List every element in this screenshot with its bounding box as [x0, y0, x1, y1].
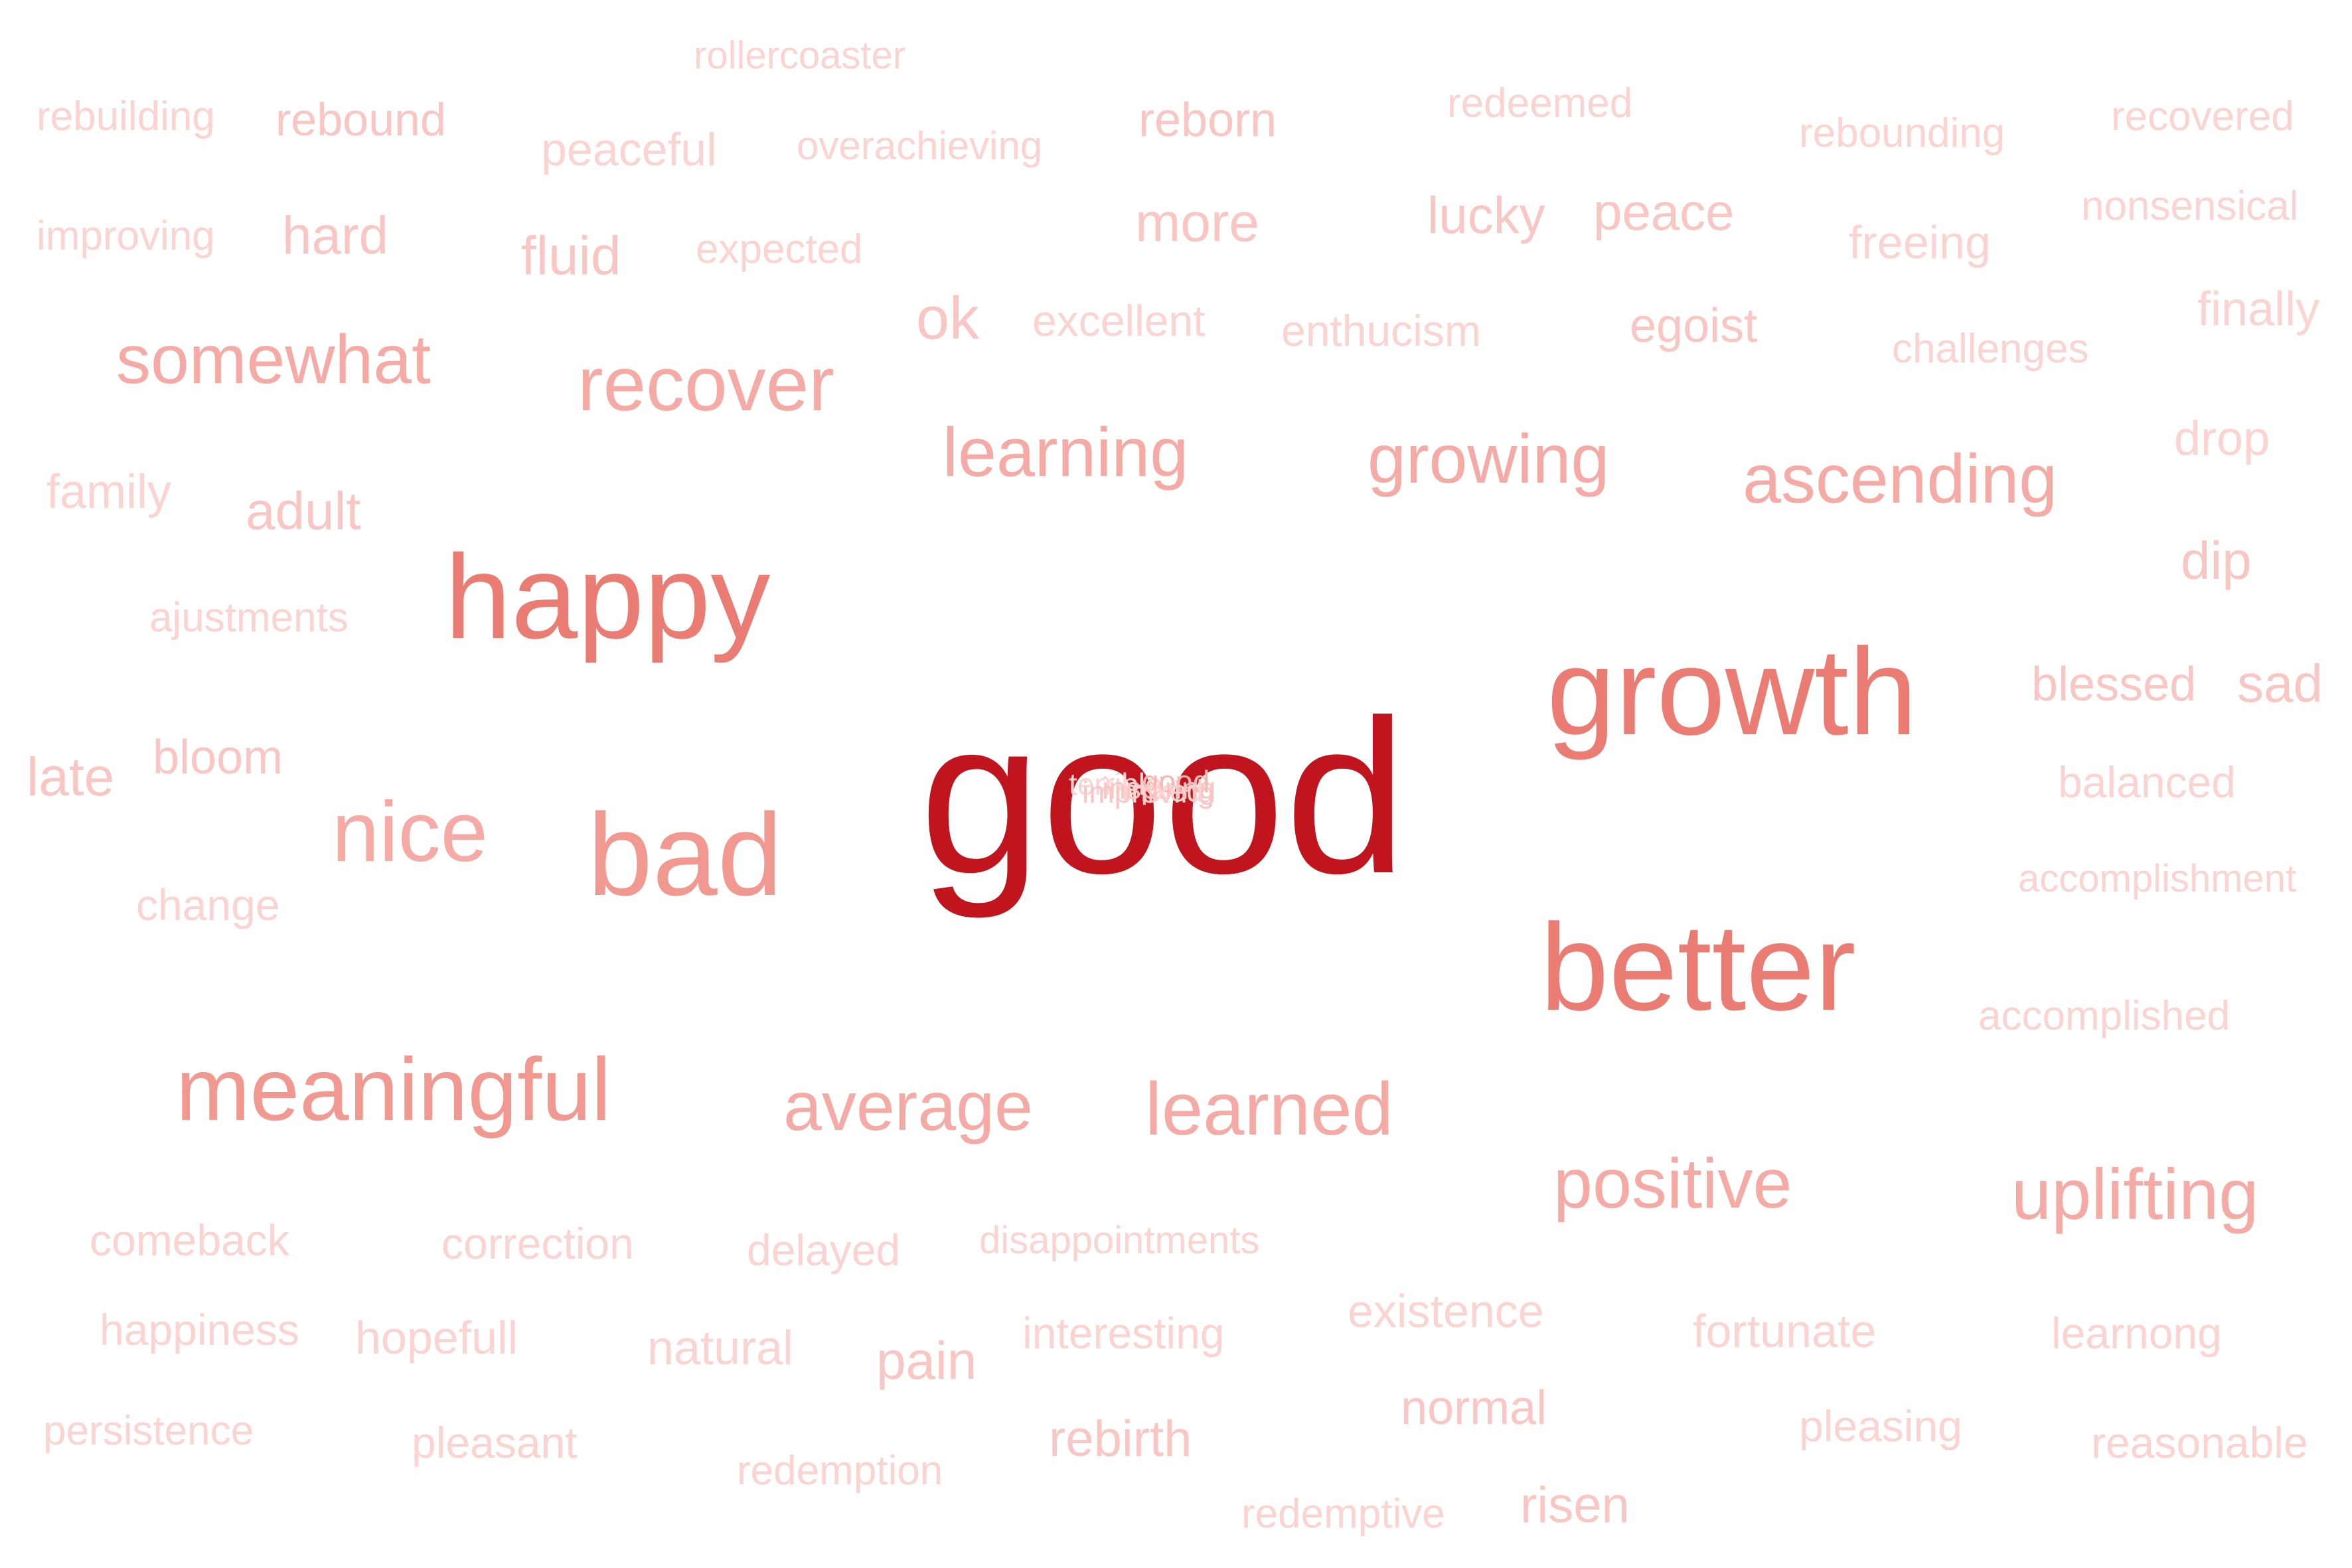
cloud-word-rebuilding: rebuilding	[37, 94, 215, 139]
cloud-word-happiness: happiness	[100, 1305, 299, 1354]
cloud-word-natural: natural	[647, 1322, 794, 1375]
cloud-word-normal: normal	[1401, 1381, 1547, 1435]
cloud-word-positive: positive	[1553, 1144, 1792, 1223]
cloud-word-recover: recover	[578, 341, 834, 427]
cloud-word-excellent: excellent	[1032, 296, 1206, 345]
cloud-word-ok: ok	[916, 285, 980, 352]
cloud-word-ascending: ascending	[1743, 441, 2058, 518]
cloud-word-reasonable: reasonable	[2091, 1418, 2308, 1467]
cluster-word: good	[1142, 764, 1210, 799]
cloud-word-rebound: rebound	[275, 94, 446, 145]
cloud-word-rebounding: rebounding	[1799, 110, 2005, 156]
cloud-word-nonsensical: nonsensical	[2081, 183, 2299, 229]
cloud-word-learnong: learnong	[2051, 1308, 2222, 1358]
cluster-word: inspiring	[1102, 771, 1216, 805]
cloud-word-late: late	[27, 747, 115, 807]
cluster-word: terrible	[1069, 767, 1162, 801]
cloud-word-correction: correction	[441, 1219, 634, 1268]
cloud-word-interesting: interesting	[1022, 1308, 1225, 1358]
cloud-word-learned: learned	[1145, 1067, 1393, 1150]
cloud-word-uplifting: uplifting	[2011, 1154, 2259, 1234]
cloud-word-peace: peace	[1593, 183, 1735, 241]
cloud-word-blessed: blessed	[2031, 658, 2197, 711]
cloud-word-redemptive: redemptive	[1241, 1491, 1445, 1537]
cloud-word-more: more	[1135, 193, 1259, 253]
cloud-word-reborn: reborn	[1138, 94, 1277, 147]
cloud-word-rebirth: rebirth	[1049, 1411, 1192, 1467]
cloud-word-nice: nice	[332, 785, 488, 880]
cloud-word-disappointments: disappointments	[979, 1219, 1260, 1262]
cluster-word: mixed	[1122, 773, 1204, 808]
cloud-word-redeemed: redeemed	[1447, 80, 1633, 126]
cloud-word-peaceful: peaceful	[541, 123, 717, 175]
cloud-word-freeing: freeing	[1849, 216, 1992, 268]
cloud-word-expected: expected	[696, 226, 863, 272]
cloud-word-improving: improving	[37, 213, 215, 259]
cloud-word-persistence: persistence	[43, 1408, 254, 1454]
cloud-word-bloom: bloom	[153, 731, 283, 784]
cloud-word-existence: existence	[1348, 1285, 1544, 1337]
cloud-word-average: average	[783, 1068, 1033, 1145]
cluster-word: improving	[1082, 775, 1215, 809]
cloud-word-finally: finally	[2197, 283, 2320, 336]
cloud-word-delayed: delayed	[747, 1225, 901, 1275]
cloud-word-meaningful: meaningful	[176, 1040, 611, 1139]
overlapping-word-cluster: terrible inspiring good improving mixed	[1062, 763, 1301, 817]
cloud-word-accomplished: accomplished	[1978, 993, 2231, 1039]
cloud-word-accomplishment: accomplishment	[2018, 857, 2297, 900]
cloud-word-ajustments: ajustments	[149, 595, 349, 641]
cloud-word-rollercoaster: rollercoaster	[694, 34, 906, 77]
cloud-word-pain: pain	[876, 1331, 977, 1390]
cloud-word-drop: drop	[2174, 412, 2270, 465]
cloud-word-fortunate: fortunate	[1693, 1305, 1877, 1357]
cloud-word-challenges: challenges	[1892, 326, 2089, 372]
cloud-word-egoist: egoist	[1630, 299, 1758, 353]
cloud-word-hopefull: hopefull	[355, 1312, 518, 1364]
cloud-word-good: good	[919, 674, 1407, 919]
cloud-word-better: better	[1540, 899, 1856, 1036]
cloud-word-dip: dip	[2181, 531, 2252, 590]
cloud-word-learning: learning	[943, 414, 1189, 491]
cloud-word-growing: growing	[1368, 421, 1610, 498]
cloud-word-growth: growth	[1547, 623, 1918, 761]
cloud-word-pleasant: pleasant	[412, 1418, 578, 1467]
cloud-word-overachieving: overachieving	[797, 123, 1043, 168]
cloud-word-lucky: lucky	[1427, 186, 1545, 244]
cloud-word-sad: sad	[2237, 654, 2323, 713]
cloud-word-fluid: fluid	[521, 226, 621, 286]
cloud-word-redemption: redemption	[737, 1448, 943, 1494]
cloud-word-comeback: comeback	[90, 1215, 289, 1265]
cloud-word-bad: bad	[588, 790, 783, 920]
cloud-word-enthucism: enthucism	[1281, 306, 1481, 355]
cloud-word-adult: adult	[246, 481, 361, 540]
cloud-word-somewhat: somewhat	[116, 321, 431, 398]
cloud-word-pleasing: pleasing	[1799, 1401, 1962, 1450]
cloud-word-balanced: balanced	[2058, 757, 2236, 807]
cloud-word-recovered: recovered	[2111, 94, 2294, 139]
cloud-word-family: family	[46, 465, 172, 518]
cloud-word-hard: hard	[282, 206, 389, 265]
cloud-word-change: change	[136, 880, 280, 929]
cloud-word-risen: risen	[1520, 1477, 1630, 1533]
cloud-word-happy: happy	[445, 530, 771, 664]
